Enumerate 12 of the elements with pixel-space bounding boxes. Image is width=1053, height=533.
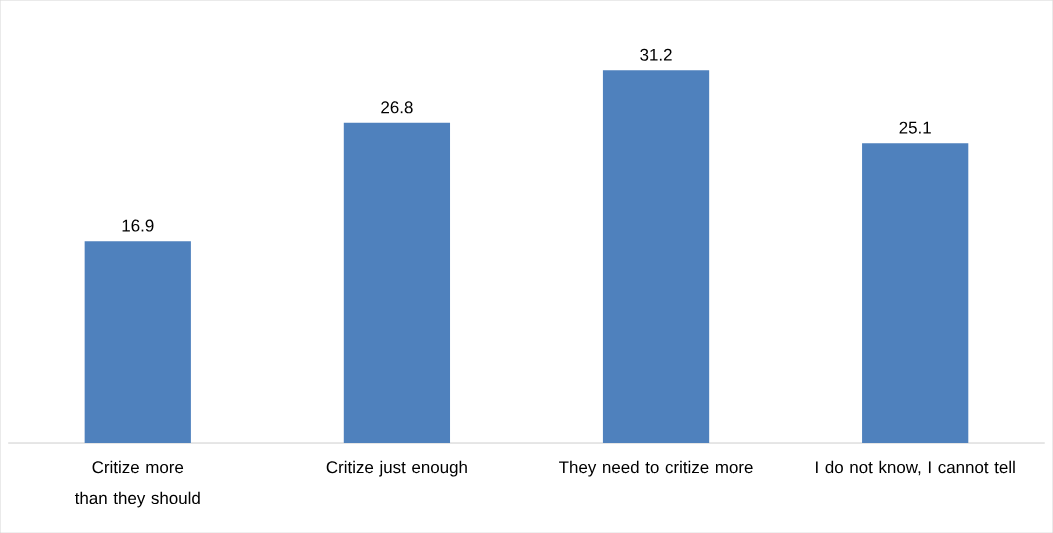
x-tick-label: Critize just enough xyxy=(326,460,467,477)
bar xyxy=(343,122,451,443)
data-label: 16.9 xyxy=(122,219,154,232)
bar xyxy=(862,143,969,443)
x-tick-label: Critize more than they should xyxy=(74,460,200,508)
x-tick-label: They need to critize more xyxy=(559,460,753,477)
bar xyxy=(602,70,710,443)
data-label: 31.2 xyxy=(640,48,672,61)
data-label: 26.8 xyxy=(381,101,413,114)
data-label: 25.1 xyxy=(899,121,931,134)
x-tick-label: I do not know, I cannot tell xyxy=(816,460,1015,476)
bar xyxy=(84,241,191,443)
